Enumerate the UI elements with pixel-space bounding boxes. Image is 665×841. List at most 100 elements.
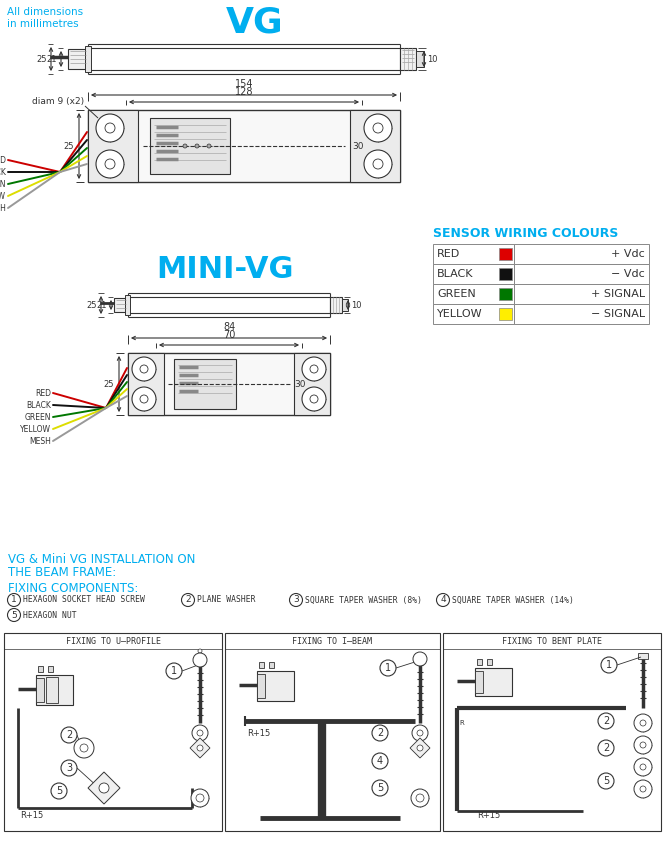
Text: R+15: R+15 xyxy=(477,812,500,821)
Text: VG: VG xyxy=(226,5,284,39)
Circle shape xyxy=(96,114,124,142)
Polygon shape xyxy=(190,738,210,758)
Text: 3: 3 xyxy=(66,763,72,773)
Text: SQUARE TAPER WASHER (8%): SQUARE TAPER WASHER (8%) xyxy=(305,595,422,605)
Circle shape xyxy=(417,745,423,751)
Circle shape xyxy=(289,594,303,606)
Text: in millimetres: in millimetres xyxy=(7,19,78,29)
Circle shape xyxy=(182,594,194,606)
Text: 3: 3 xyxy=(293,595,299,605)
Text: − SIGNAL: − SIGNAL xyxy=(591,309,645,319)
Text: MINI-VG: MINI-VG xyxy=(156,255,294,284)
Circle shape xyxy=(634,714,652,732)
Bar xyxy=(114,298,128,312)
Text: R: R xyxy=(459,720,464,726)
Text: MESH: MESH xyxy=(0,204,6,213)
Text: 5: 5 xyxy=(603,776,609,786)
Circle shape xyxy=(364,150,392,178)
Circle shape xyxy=(198,649,202,653)
Text: 30: 30 xyxy=(352,141,364,151)
Circle shape xyxy=(193,653,207,667)
Circle shape xyxy=(140,395,148,403)
Circle shape xyxy=(598,740,614,756)
Text: GREEN: GREEN xyxy=(437,289,475,299)
Text: 154: 154 xyxy=(235,79,253,89)
Text: 5: 5 xyxy=(11,611,17,620)
Text: 128: 128 xyxy=(235,87,253,97)
Circle shape xyxy=(640,786,646,792)
Bar xyxy=(68,49,88,69)
Bar xyxy=(475,668,512,696)
Circle shape xyxy=(412,725,428,741)
Text: R+15: R+15 xyxy=(20,812,43,821)
Text: BLACK: BLACK xyxy=(26,400,51,410)
Circle shape xyxy=(302,357,326,381)
Circle shape xyxy=(99,783,109,793)
Text: 84: 84 xyxy=(223,322,235,332)
Bar xyxy=(330,297,342,313)
Bar xyxy=(400,48,416,70)
Text: 1: 1 xyxy=(606,660,612,670)
Circle shape xyxy=(640,720,646,726)
Text: 2: 2 xyxy=(66,730,72,740)
Circle shape xyxy=(634,780,652,798)
Polygon shape xyxy=(410,738,430,758)
Circle shape xyxy=(413,652,427,666)
Bar xyxy=(4,633,222,831)
Circle shape xyxy=(51,783,67,799)
Text: YELLOW: YELLOW xyxy=(0,192,6,200)
Text: RED: RED xyxy=(437,249,460,259)
Text: FIXING COMPONENTS:: FIXING COMPONENTS: xyxy=(8,582,138,595)
Text: GREEN: GREEN xyxy=(25,412,51,421)
Circle shape xyxy=(61,760,77,776)
Bar xyxy=(174,359,236,409)
Bar xyxy=(514,284,649,304)
Circle shape xyxy=(183,144,187,148)
Text: GREEN: GREEN xyxy=(0,179,6,188)
Text: YELLOW: YELLOW xyxy=(20,425,51,433)
Circle shape xyxy=(634,736,652,754)
Bar xyxy=(257,674,265,698)
Circle shape xyxy=(310,395,318,403)
Circle shape xyxy=(80,744,88,752)
Text: 2: 2 xyxy=(185,595,191,605)
Text: All dimensions: All dimensions xyxy=(7,7,83,17)
Text: + SIGNAL: + SIGNAL xyxy=(591,289,645,299)
Text: 2: 2 xyxy=(603,716,609,726)
Bar xyxy=(195,656,205,662)
Circle shape xyxy=(132,357,156,381)
Text: RED: RED xyxy=(0,156,6,165)
Bar xyxy=(433,284,514,304)
Circle shape xyxy=(96,150,124,178)
Text: 2: 2 xyxy=(603,743,609,753)
Text: YELLOW: YELLOW xyxy=(437,309,483,319)
Text: FIXING TO BENT PLATE: FIXING TO BENT PLATE xyxy=(502,637,602,646)
Bar xyxy=(225,633,440,831)
Text: FIXING TO U–PROFILE: FIXING TO U–PROFILE xyxy=(65,637,160,646)
Bar xyxy=(433,304,514,324)
Circle shape xyxy=(598,773,614,789)
Circle shape xyxy=(192,725,208,741)
Text: + Vdc: + Vdc xyxy=(611,249,645,259)
Text: SQUARE TAPER WASHER (14%): SQUARE TAPER WASHER (14%) xyxy=(452,595,574,605)
Text: 10: 10 xyxy=(351,300,362,309)
Bar xyxy=(36,675,73,705)
Bar xyxy=(443,633,661,831)
Circle shape xyxy=(601,657,617,673)
Circle shape xyxy=(411,789,429,807)
Text: VG & Mini VG INSTALLATION ON: VG & Mini VG INSTALLATION ON xyxy=(8,553,196,566)
Bar xyxy=(294,353,330,415)
Circle shape xyxy=(373,123,383,133)
Circle shape xyxy=(7,594,21,606)
Bar xyxy=(514,264,649,284)
Bar xyxy=(48,666,53,672)
Bar xyxy=(269,662,274,668)
Text: R+15: R+15 xyxy=(247,729,270,738)
Circle shape xyxy=(372,725,388,741)
Bar xyxy=(514,304,649,324)
Text: 30: 30 xyxy=(294,379,306,389)
Bar xyxy=(499,288,512,300)
Bar xyxy=(514,244,649,264)
Text: HEXAGON SOCKET HEAD SCREW: HEXAGON SOCKET HEAD SCREW xyxy=(23,595,145,605)
Circle shape xyxy=(196,794,204,802)
